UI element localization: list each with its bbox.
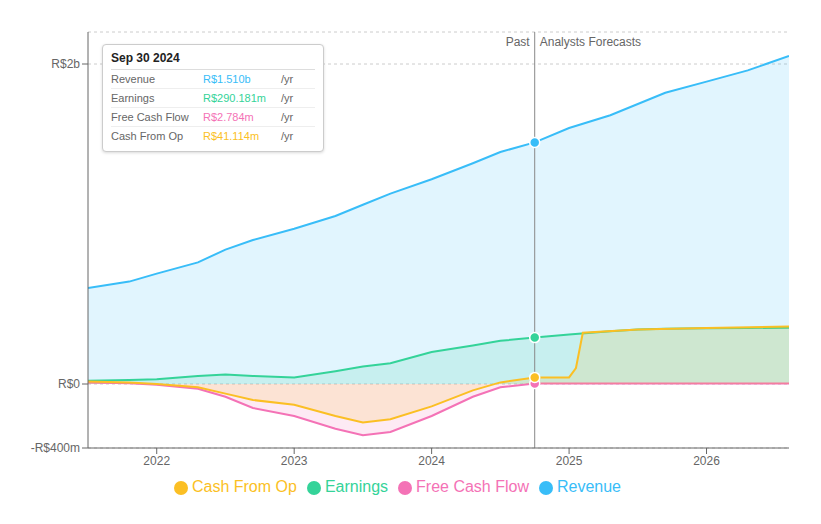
svg-text:2023: 2023 — [281, 454, 308, 468]
html-text:/yr: /yr — [281, 92, 294, 104]
html-text:Free Cash Flow: Free Cash Flow — [111, 111, 189, 123]
svg-text:2024: 2024 — [418, 454, 445, 468]
html-text:Sep 30 2024: Sep 30 2024 — [111, 51, 180, 65]
svg-text:2022: 2022 — [143, 454, 170, 468]
html-text:R$290.181m: R$290.181m — [203, 92, 266, 104]
svg-text:R$2b: R$2b — [51, 57, 80, 71]
svg-text:Past: Past — [506, 35, 531, 49]
html-text:R$1.510b: R$1.510b — [203, 73, 251, 85]
html-text:/yr: /yr — [281, 73, 294, 85]
svg-text:R$0: R$0 — [58, 377, 80, 391]
html-text:/yr: /yr — [281, 130, 294, 142]
svg-text:-R$400m: -R$400m — [31, 441, 80, 455]
html-text:Cash From Op: Cash From Op — [192, 478, 297, 495]
html-text:R$2.784m: R$2.784m — [203, 111, 254, 123]
svg-text:Analysts Forecasts: Analysts Forecasts — [540, 35, 641, 49]
html-text:/yr: /yr — [281, 111, 294, 123]
html-text:Revenue: Revenue — [111, 73, 155, 85]
html-text:Earnings: Earnings — [324, 478, 388, 495]
html-text:Free Cash Flow: Free Cash Flow — [416, 478, 529, 495]
html-text:Revenue: Revenue — [557, 478, 621, 495]
html-text:Cash From Op: Cash From Op — [111, 130, 184, 142]
svg-text:2025: 2025 — [556, 454, 583, 468]
html-text:R$41.114m: R$41.114m — [203, 130, 260, 142]
html-text:Earnings: Earnings — [111, 92, 155, 104]
svg-text:2026: 2026 — [693, 454, 720, 468]
